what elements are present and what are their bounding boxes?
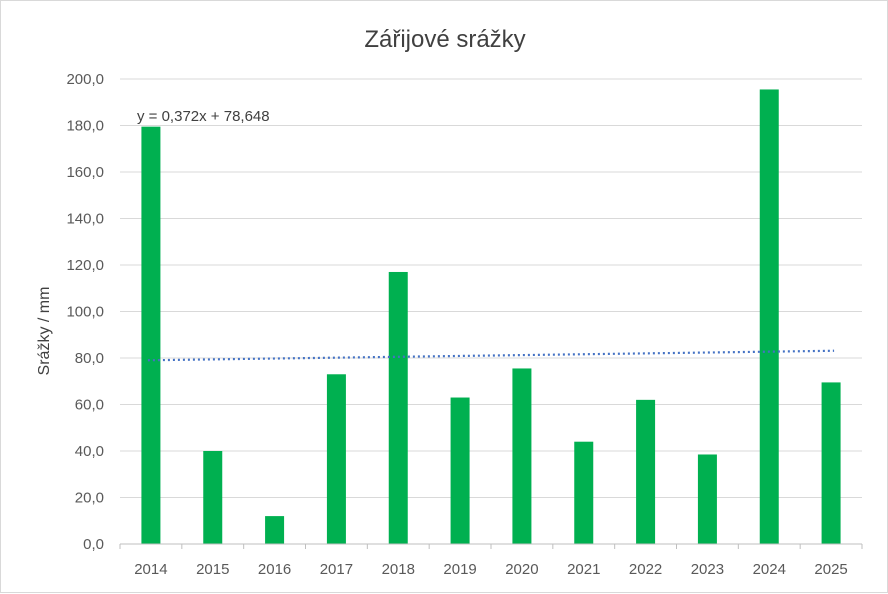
y-tick-label: 120,0 (66, 257, 104, 274)
y-tick-label: 60,0 (75, 397, 104, 414)
x-tick-label: 2015 (196, 561, 229, 578)
y-tick-label: 20,0 (75, 490, 104, 507)
x-tick-label: 2023 (691, 561, 724, 578)
y-tick-label: 180,0 (66, 118, 104, 135)
x-tick-label: 2020 (505, 561, 538, 578)
grid-lines (120, 78, 862, 498)
bar-2021 (574, 441, 594, 544)
bar-2022 (636, 399, 656, 544)
bar-2023 (697, 454, 717, 544)
x-tick-label: 2019 (443, 561, 476, 578)
x-tick-label: 2025 (814, 561, 847, 578)
bar-2016 (265, 516, 285, 544)
y-axis-label: Srážky / mm (36, 287, 53, 376)
y-tick-label: 100,0 (66, 304, 104, 321)
x-tick-label: 2016 (258, 561, 291, 578)
bars (141, 89, 841, 545)
x-tick-label: 2017 (320, 561, 353, 578)
bar-2020 (512, 368, 532, 544)
x-tick-label: 2018 (382, 561, 415, 578)
bar-2019 (450, 397, 470, 544)
x-tick-label: 2024 (753, 561, 786, 578)
bar-2024 (759, 89, 779, 545)
y-tick-label: 40,0 (75, 443, 104, 460)
axes: 0,0 20,0 40,0 60,0 80,0 100,0 120,0 140,0 160,0 1… (66, 71, 863, 578)
bar-2014 (141, 126, 161, 544)
chart-title: Zářijové srážky (364, 26, 525, 53)
trendline-equation: y = 0,372x + 78,648 (137, 108, 270, 125)
y-tick-label: 80,0 (75, 350, 104, 367)
bar-2025 (821, 382, 841, 544)
trendline-group (147, 349, 835, 362)
x-tick-label: 2021 (567, 561, 600, 578)
y-tick-label: 140,0 (66, 211, 104, 228)
bar-2018 (388, 271, 408, 544)
trendline (147, 349, 835, 362)
y-tick-label: 200,0 (66, 71, 104, 88)
y-tick-label: 0,0 (83, 536, 104, 553)
x-tick-label: 2022 (629, 561, 662, 578)
bar-2017 (326, 374, 346, 544)
bar-2015 (203, 451, 223, 544)
x-tick-label: 2014 (134, 561, 167, 578)
y-tick-label: 160,0 (66, 164, 104, 181)
